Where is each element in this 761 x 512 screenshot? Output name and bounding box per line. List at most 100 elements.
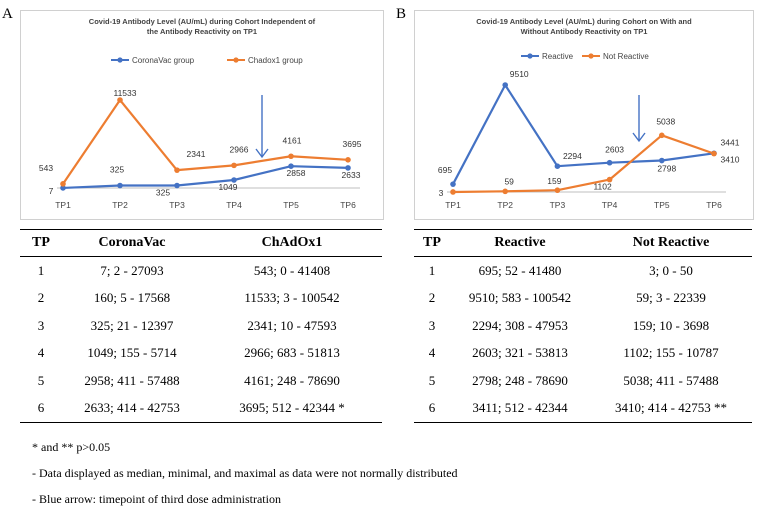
table-row: 1 695; 52 - 41480 3; 0 - 50 — [414, 257, 752, 285]
table-cell: 2966; 683 - 51813 — [244, 345, 340, 361]
panel-a-label: A — [2, 6, 13, 22]
table-cell: 2958; 411 - 57488 — [84, 372, 180, 388]
x-tick-label: TP5 — [654, 200, 670, 210]
chart-title: Covid-19 Antibody Level (AU/mL) during C… — [89, 17, 316, 26]
data-label: 9510 — [510, 69, 529, 79]
footnote-data-format: - Data displayed as median, minimal, and… — [32, 466, 458, 480]
x-tick-label: TP1 — [445, 200, 461, 210]
data-label: 3410 — [721, 155, 740, 165]
data-point — [502, 188, 508, 195]
data-label: 3441 — [721, 137, 740, 147]
legend-marker — [588, 53, 594, 59]
table-cell: 160; 5 - 17568 — [93, 290, 171, 306]
data-point — [554, 163, 561, 169]
table-cell: 2341; 10 - 47593 — [247, 317, 337, 333]
table-cell: 5 — [37, 372, 45, 388]
x-tick-label: TP6 — [340, 200, 356, 210]
data-point — [554, 187, 561, 194]
table-cell: 7; 2 - 27093 — [100, 262, 164, 278]
data-point — [606, 176, 613, 183]
chart-b: Covid-19 Antibody Level (AU/mL) during C… — [438, 17, 740, 210]
table-b: TP Reactive Not Reactive 1 695; 52 - 41480 3… — [414, 229, 752, 423]
legend-marker — [233, 57, 239, 63]
legend-label: CoronaVac group — [132, 56, 195, 65]
x-tick-label: TP2 — [112, 200, 128, 210]
table-cell: 59; 3 - 22339 — [636, 290, 706, 306]
data-label: 325 — [156, 188, 170, 198]
data-point — [450, 189, 456, 195]
table-a-header-2: ChAdOx1 — [202, 229, 382, 257]
x-tick-label: TP2 — [497, 200, 513, 210]
data-label: 2341 — [187, 149, 206, 159]
series-line — [62, 165, 349, 190]
dose-arrow-head — [255, 148, 269, 159]
data-point — [60, 185, 66, 191]
table-cell: 2294; 308 - 47953 — [472, 317, 568, 333]
series-line — [452, 134, 715, 194]
data-point — [174, 182, 180, 189]
data-label: 543 — [39, 163, 53, 173]
table-cell: 3411; 512 - 42344 — [450, 394, 590, 423]
table-cell: 3 — [37, 317, 45, 333]
data-label: 11533 — [113, 88, 136, 98]
data-label: 2294 — [563, 151, 582, 161]
data-point — [502, 82, 508, 88]
chart-b-frame: Covid-19 Antibody Level (AU/mL) during C… — [414, 10, 754, 220]
panel-b-label: B — [396, 6, 407, 22]
table-row: 6 3411; 512 - 42344 3410; 414 - 42753 ** — [414, 394, 752, 423]
data-label: 3 — [439, 188, 444, 198]
data-label: 695 — [438, 165, 452, 175]
data-label: 3695 — [343, 139, 362, 149]
table-row: 4 2603; 321 - 53813 1102; 155 - 10787 — [414, 340, 752, 368]
chart-a: Covid-19 Antibody Level (AU/mL) during C… — [39, 17, 362, 210]
table-cell: 1102; 155 - 10787 — [623, 345, 719, 361]
series-line — [62, 98, 349, 185]
data-point — [606, 159, 613, 166]
data-label: 2798 — [657, 164, 676, 174]
chart-title: Without Antibody Reactivity on TP1 — [521, 27, 648, 36]
data-label: 4161 — [283, 135, 302, 145]
data-point — [659, 157, 665, 164]
footnote-significance: * and ** p>0.05 — [32, 440, 111, 454]
legend-marker — [117, 57, 123, 63]
data-label: 2966 — [230, 144, 249, 154]
table-cell: 4 — [37, 345, 45, 361]
data-point — [117, 97, 123, 103]
table-cell: 695; 52 - 41480 — [478, 262, 562, 278]
legend-label: Not Reactive — [603, 52, 649, 61]
table-cell: 4 — [428, 345, 436, 361]
table-cell: 325; 21 - 12397 — [90, 317, 174, 333]
data-label: 5038 — [656, 116, 675, 126]
table-b-header-0: TP — [414, 229, 450, 257]
data-label: 59 — [504, 176, 514, 186]
x-tick-label: TP3 — [550, 200, 566, 210]
data-point — [345, 165, 351, 171]
series-line — [452, 83, 715, 185]
table-row: 2 160; 5 - 17568 11533; 3 - 100542 — [20, 285, 382, 313]
table-cell: 1 — [37, 262, 45, 278]
data-label: 2633 — [342, 170, 361, 180]
table-cell: 3; 0 - 50 — [649, 262, 693, 278]
table-row: 3 2294; 308 - 47953 159; 10 - 3698 — [414, 312, 752, 340]
table-cell: 1049; 155 - 5714 — [87, 345, 177, 361]
table-cell: 11533; 3 - 100542 — [244, 290, 340, 306]
data-point — [288, 163, 294, 169]
table-cell: 3410; 414 - 42753 ** — [590, 394, 752, 423]
table-a: TP CoronaVac ChAdOx1 1 7; 2 - 27093 543; 0 -… — [20, 229, 382, 423]
dose-arrow-head — [632, 132, 646, 143]
table-cell: 4161; 248 - 78690 — [244, 372, 340, 388]
table-cell: 2633; 414 - 42753 — [62, 394, 202, 423]
data-point — [345, 157, 351, 163]
x-tick-label: TP1 — [55, 200, 71, 210]
data-label: 325 — [110, 165, 124, 175]
data-label: 2858 — [287, 168, 306, 178]
data-point — [659, 132, 665, 139]
data-point — [231, 162, 237, 169]
table-row: 5 2958; 411 - 57488 4161; 248 - 78690 — [20, 367, 382, 395]
data-point — [450, 181, 456, 187]
table-cell: 2 — [37, 290, 45, 306]
table-row: 6 2633; 414 - 42753 3695; 512 - 42344 * — [20, 394, 382, 423]
table-cell: 5 — [428, 372, 436, 388]
data-label: 159 — [547, 176, 561, 186]
x-tick-label: TP6 — [706, 200, 722, 210]
